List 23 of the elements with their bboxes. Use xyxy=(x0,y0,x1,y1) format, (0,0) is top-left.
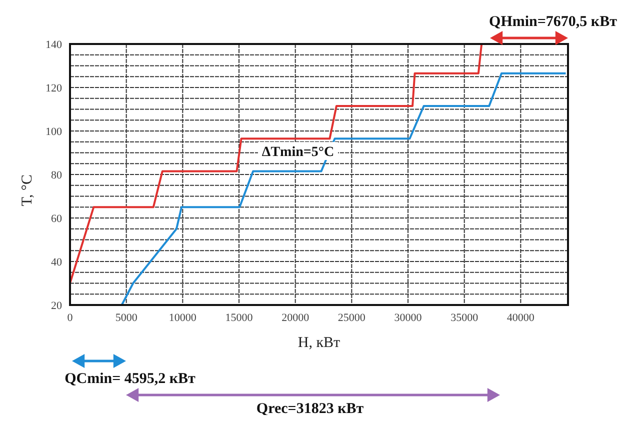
y-axis-title: T, °C xyxy=(19,174,36,206)
text: QHmin=7670,5 кВт xyxy=(489,14,618,30)
x-tick-label: 5000 xyxy=(115,312,138,324)
x-tick-label: 10000 xyxy=(168,312,197,324)
y-tick-label: 100 xyxy=(46,126,62,138)
line-series xyxy=(70,44,483,284)
x-tick-label: 25000 xyxy=(338,312,366,324)
annotation: ΔTmin=5°C xyxy=(262,145,334,160)
y-tick-label: 20 xyxy=(51,300,62,312)
y-tick-label: 140 xyxy=(46,38,62,51)
y-tick-label: 80 xyxy=(51,169,62,182)
line-series xyxy=(120,72,567,305)
x-tick-label: 40000 xyxy=(506,312,535,324)
x-tick-label: 30000 xyxy=(394,312,422,324)
y-tick-label: 120 xyxy=(46,82,62,94)
x-tick-label: 35000 xyxy=(450,312,479,324)
text: QCmin= 4595,2 кВт xyxy=(64,371,196,387)
x-tick-label: 20000 xyxy=(282,312,310,324)
x-tick-label: 0 xyxy=(67,312,74,324)
y-tick-label: 40 xyxy=(51,256,62,268)
y-tick-label: 60 xyxy=(51,212,62,225)
x-axis-title: H, кВт xyxy=(298,335,341,351)
x-tick-label: 15000 xyxy=(225,312,254,324)
